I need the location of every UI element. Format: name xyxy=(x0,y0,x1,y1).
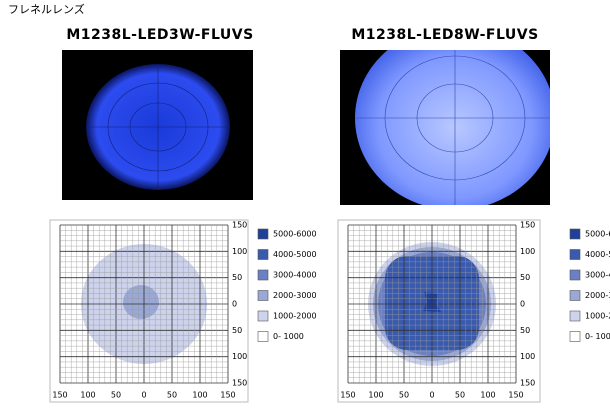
page-title: フレネルレンズ xyxy=(8,2,85,16)
legend-label: 4000-5000 xyxy=(585,250,610,259)
legend-label: 5000-6000 xyxy=(273,230,317,239)
photo xyxy=(62,50,253,200)
legend-swatch xyxy=(257,269,269,281)
x-tick-label: 0 xyxy=(141,391,146,400)
legend-label: 4000-5000 xyxy=(273,250,317,259)
y-tick-label: 50 xyxy=(232,273,242,282)
y-tick-label: 0 xyxy=(520,300,525,309)
legend-label: 3000-4000 xyxy=(273,271,317,280)
y-tick-label: 150 xyxy=(520,379,535,388)
legend-swatch xyxy=(569,228,581,240)
legend-swatch xyxy=(569,331,581,342)
legend-swatch xyxy=(569,290,581,301)
legend-label: 5000-6000 xyxy=(585,230,610,239)
intensity-area xyxy=(123,285,159,319)
y-tick-label: 50 xyxy=(520,326,530,335)
x-tick-label: 50 xyxy=(455,391,465,400)
y-tick-label: 100 xyxy=(520,352,535,361)
legend-swatch xyxy=(257,290,269,301)
y-tick-label: 50 xyxy=(232,326,242,335)
x-tick-label: 100 xyxy=(368,391,383,400)
x-tick-label: 100 xyxy=(480,391,495,400)
x-tick-label: 50 xyxy=(111,391,121,400)
legend-label: 0- 1000 xyxy=(585,332,610,341)
x-tick-label: 50 xyxy=(167,391,177,400)
legend-label: 1000-2000 xyxy=(585,312,610,321)
y-tick-label: 50 xyxy=(520,273,530,282)
x-tick-label: 0 xyxy=(429,391,434,400)
x-tick-label: 50 xyxy=(399,391,409,400)
legend-label: 2000-3000 xyxy=(585,291,610,300)
x-tick-label: 100 xyxy=(192,391,207,400)
legend-label: 1000-2000 xyxy=(273,312,317,321)
legend-swatch xyxy=(569,249,581,260)
y-tick-label: 100 xyxy=(232,352,247,361)
x-tick-label: 150 xyxy=(52,391,67,400)
legend-swatch xyxy=(257,331,269,342)
panel-heading: M1238L-LED8W-FLUVS xyxy=(351,27,538,43)
legend-swatch xyxy=(257,228,269,240)
photo xyxy=(340,50,550,205)
legend-swatch xyxy=(257,249,269,260)
y-tick-label: 150 xyxy=(232,379,247,388)
y-tick-label: 150 xyxy=(232,221,247,230)
x-tick-label: 150 xyxy=(508,391,523,400)
x-tick-label: 150 xyxy=(220,391,235,400)
legend-swatch xyxy=(257,310,269,322)
x-tick-label: 100 xyxy=(80,391,95,400)
legend-label: 2000-3000 xyxy=(273,291,317,300)
y-tick-label: 100 xyxy=(232,247,247,256)
panel-heading: M1238L-LED3W-FLUVS xyxy=(66,27,253,43)
legend-swatch xyxy=(569,310,581,322)
y-tick-label: 100 xyxy=(520,247,535,256)
legend-label: 3000-4000 xyxy=(585,271,610,280)
y-tick-label: 150 xyxy=(520,221,535,230)
legend-label: 0- 1000 xyxy=(273,332,304,341)
legend-swatch xyxy=(569,269,581,281)
y-tick-label: 0 xyxy=(232,300,237,309)
x-tick-label: 150 xyxy=(340,391,355,400)
